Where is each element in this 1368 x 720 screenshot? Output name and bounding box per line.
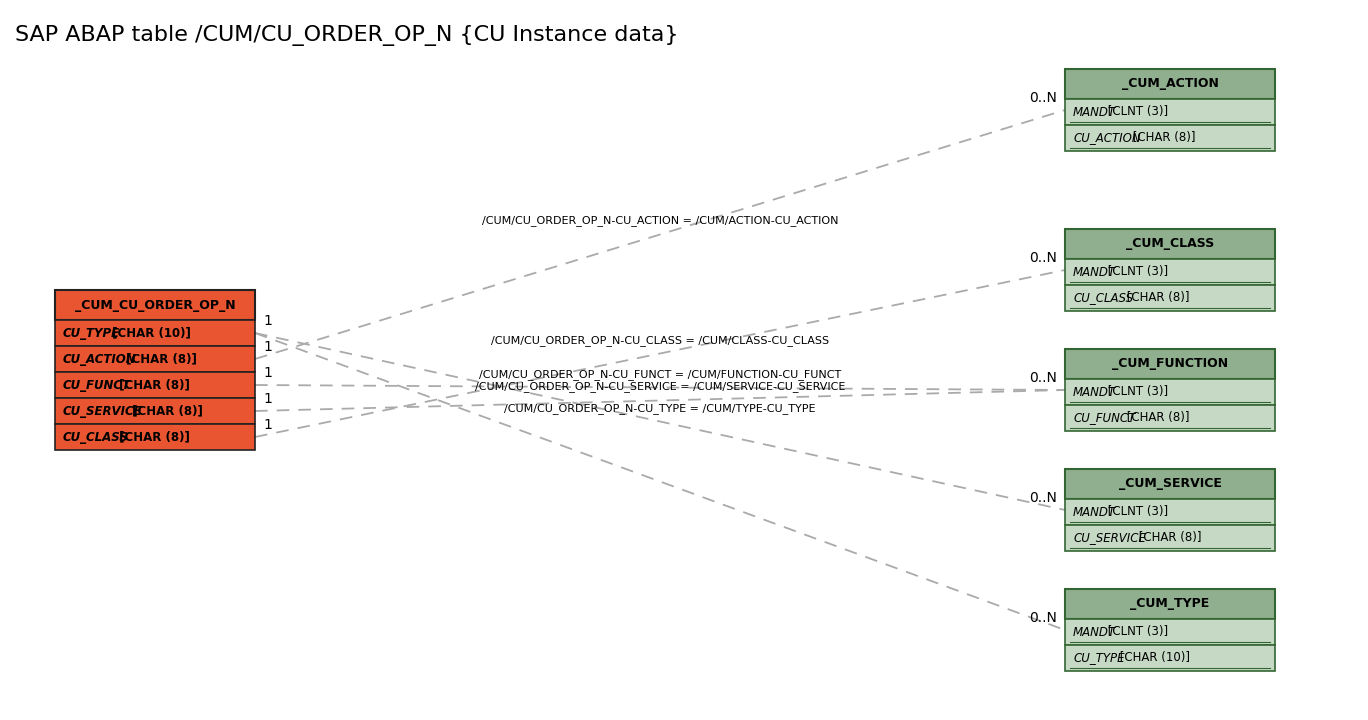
Text: [CLNT (3)]: [CLNT (3)]	[1104, 385, 1168, 398]
Text: CU_CLASS: CU_CLASS	[63, 431, 129, 444]
Text: CU_TYPE: CU_TYPE	[63, 326, 120, 340]
Bar	[1066, 589, 1275, 619]
Text: MANDT: MANDT	[1073, 266, 1116, 279]
Text: _CUM_TYPE: _CUM_TYPE	[1130, 598, 1209, 611]
Text: 0..N: 0..N	[1029, 611, 1057, 625]
Text: [CLNT (3)]: [CLNT (3)]	[1104, 626, 1168, 639]
Text: [CHAR (8)]: [CHAR (8)]	[1135, 531, 1201, 544]
Bar	[55, 424, 254, 450]
Text: MANDT: MANDT	[1073, 626, 1116, 639]
Bar	[1066, 349, 1275, 379]
Text: [CHAR (10)]: [CHAR (10)]	[108, 326, 192, 340]
Text: 0..N: 0..N	[1029, 491, 1057, 505]
Text: _CUM_ACTION: _CUM_ACTION	[1122, 78, 1219, 91]
Text: [CHAR (8)]: [CHAR (8)]	[115, 379, 190, 392]
Text: [CLNT (3)]: [CLNT (3)]	[1104, 505, 1168, 518]
Text: [CLNT (3)]: [CLNT (3)]	[1104, 106, 1168, 119]
Text: MANDT: MANDT	[1073, 505, 1116, 518]
Bar	[55, 290, 254, 320]
Bar	[55, 320, 254, 346]
Text: _CUM_CU_ORDER_OP_N: _CUM_CU_ORDER_OP_N	[75, 299, 235, 312]
Text: 0..N: 0..N	[1029, 251, 1057, 265]
Text: CU_CLASS: CU_CLASS	[1073, 292, 1133, 305]
Text: _CUM_CLASS: _CUM_CLASS	[1126, 238, 1215, 251]
Bar	[1066, 69, 1275, 99]
Text: 1: 1	[263, 340, 272, 354]
Bar	[1066, 99, 1275, 125]
Text: 1: 1	[263, 366, 272, 380]
Text: CU_TYPE: CU_TYPE	[1073, 652, 1124, 665]
Text: /CUM/CU_ORDER_OP_N-CU_SERVICE = /CUM/SERVICE-CU_SERVICE: /CUM/CU_ORDER_OP_N-CU_SERVICE = /CUM/SER…	[475, 382, 845, 392]
Bar	[1066, 499, 1275, 525]
Text: 1: 1	[263, 314, 272, 328]
Text: MANDT: MANDT	[1073, 106, 1116, 119]
Text: SAP ABAP table /CUM/CU_ORDER_OP_N {CU Instance data}: SAP ABAP table /CUM/CU_ORDER_OP_N {CU In…	[15, 24, 679, 45]
Text: [CHAR (8)]: [CHAR (8)]	[1123, 412, 1189, 425]
Text: MANDT: MANDT	[1073, 385, 1116, 398]
Text: _CUM_FUNCTION: _CUM_FUNCTION	[1112, 358, 1228, 371]
Bar	[1066, 229, 1275, 259]
Text: 1: 1	[263, 418, 272, 432]
Text: [CHAR (8)]: [CHAR (8)]	[115, 431, 190, 444]
Bar	[1066, 259, 1275, 285]
Text: 0..N: 0..N	[1029, 91, 1057, 105]
Bar	[55, 372, 254, 398]
Bar	[1066, 469, 1275, 499]
Text: 0..N: 0..N	[1029, 371, 1057, 385]
Bar	[1066, 125, 1275, 151]
Bar	[55, 346, 254, 372]
Text: CU_SERVICE: CU_SERVICE	[1073, 531, 1146, 544]
Bar	[1066, 379, 1275, 405]
Text: /CUM/CU_ORDER_OP_N-CU_FUNCT = /CUM/FUNCTION-CU_FUNCT: /CUM/CU_ORDER_OP_N-CU_FUNCT = /CUM/FUNCT…	[479, 369, 841, 379]
Text: 1: 1	[263, 392, 272, 406]
Text: _CUM_SERVICE: _CUM_SERVICE	[1119, 477, 1222, 490]
Bar	[1066, 285, 1275, 311]
Bar	[1066, 645, 1275, 671]
Text: CU_ACTION: CU_ACTION	[63, 353, 137, 366]
Text: /CUM/CU_ORDER_OP_N-CU_CLASS = /CUM/CLASS-CU_CLASS: /CUM/CU_ORDER_OP_N-CU_CLASS = /CUM/CLASS…	[491, 335, 829, 346]
Bar	[1066, 405, 1275, 431]
Text: [CLNT (3)]: [CLNT (3)]	[1104, 266, 1168, 279]
Bar	[1066, 525, 1275, 551]
Text: CU_FUNCT: CU_FUNCT	[63, 379, 131, 392]
Bar	[55, 398, 254, 424]
Text: CU_SERVICE: CU_SERVICE	[63, 405, 142, 418]
Text: CU_FUNCT: CU_FUNCT	[1073, 412, 1135, 425]
Text: [CHAR (8)]: [CHAR (8)]	[1129, 132, 1196, 145]
Text: [CHAR (8)]: [CHAR (8)]	[1123, 292, 1189, 305]
Bar	[1066, 619, 1275, 645]
Text: CU_ACTION: CU_ACTION	[1073, 132, 1141, 145]
Text: [CHAR (10)]: [CHAR (10)]	[1116, 652, 1190, 665]
Text: /CUM/CU_ORDER_OP_N-CU_ACTION = /CUM/ACTION-CU_ACTION: /CUM/CU_ORDER_OP_N-CU_ACTION = /CUM/ACTI…	[482, 215, 839, 227]
Text: [CHAR (8)]: [CHAR (8)]	[129, 405, 202, 418]
Text: [CHAR (8)]: [CHAR (8)]	[122, 353, 197, 366]
Text: /CUM/CU_ORDER_OP_N-CU_TYPE = /CUM/TYPE-CU_TYPE: /CUM/CU_ORDER_OP_N-CU_TYPE = /CUM/TYPE-C…	[505, 402, 815, 413]
